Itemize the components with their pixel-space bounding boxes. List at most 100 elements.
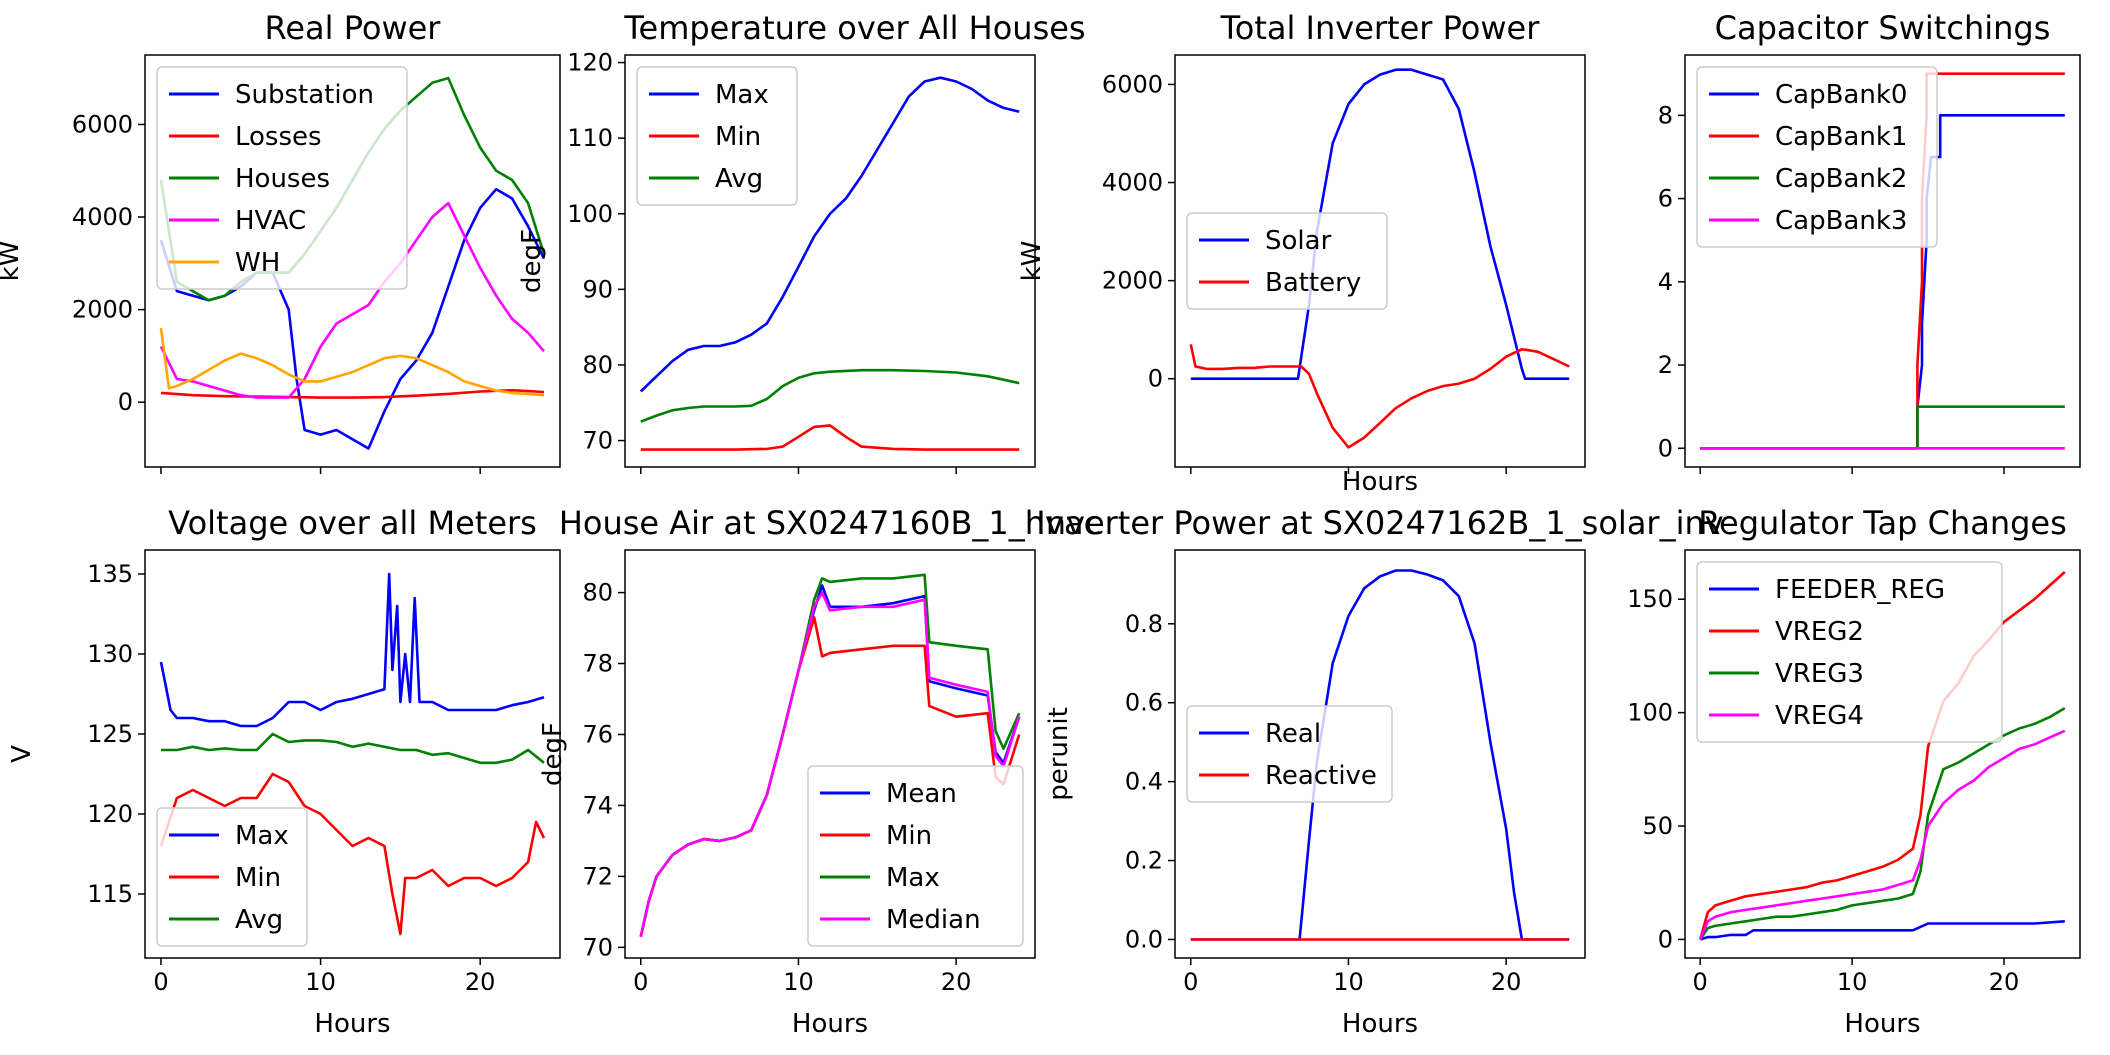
- x-tick-label: 0: [1183, 968, 1198, 996]
- y-tick-label: 2000: [72, 296, 133, 324]
- y-axis-label: kW: [0, 241, 25, 282]
- axes-frame: [144, 54, 561, 468]
- legend-label: Min: [235, 863, 281, 893]
- axes-frame: [624, 549, 1036, 959]
- x-tick-label: 10: [1837, 968, 1868, 996]
- plot-title: Capacitor Switchings: [1715, 9, 2051, 47]
- legend-label: Real: [1265, 719, 1321, 749]
- y-tick-label: 50: [1642, 812, 1673, 840]
- legend-label: Max: [715, 80, 769, 110]
- legend-label: Mean: [886, 779, 957, 809]
- y-tick-label: 115: [87, 880, 133, 908]
- legend-label: VREG2: [1775, 617, 1864, 647]
- y-tick-label: 150: [1627, 585, 1673, 613]
- plot-title: House Air at SX0247160B_1_hvac: [559, 504, 1101, 542]
- x-axis-label: Hours: [1844, 1009, 1920, 1039]
- legend-label: Min: [886, 821, 932, 851]
- x-axis-label: Hours: [1342, 1009, 1418, 1039]
- plot-title: Regulator Tap Changes: [1698, 504, 2067, 542]
- x-axis-label: Hours: [792, 1009, 868, 1039]
- series-line-capbank2: [1700, 405, 2065, 450]
- y-tick-label: 4000: [1102, 169, 1163, 197]
- x-tick-label: 20: [941, 968, 972, 996]
- subplot-5: 0 10 20 115 120 125 130 135 Voltage over all Met…: [7, 504, 561, 1039]
- y-tick-label: 0: [118, 388, 133, 416]
- y-tick-label: 130: [87, 640, 133, 668]
- y-tick-label: 70: [582, 933, 613, 961]
- axes-frame: [1174, 549, 1586, 959]
- y-tick-label: 70: [582, 427, 613, 455]
- legend-label: Houses: [235, 164, 330, 194]
- y-tick-label: 2000: [1102, 267, 1163, 295]
- y-tick-label: 125: [87, 720, 133, 748]
- legend-label: Max: [235, 821, 289, 851]
- y-tick-label: 6000: [1102, 70, 1163, 98]
- series-line-wh: [159, 327, 545, 397]
- y-axis-label: degF: [538, 722, 568, 786]
- series-line-avg: [161, 732, 545, 765]
- y-axis-label: perunit: [1044, 707, 1074, 801]
- x-tick-label: 10: [1333, 968, 1364, 996]
- x-tick-label: 0: [153, 968, 168, 996]
- y-tick-label: 0.8: [1125, 610, 1163, 638]
- series-line-vreg4: [1699, 729, 2066, 940]
- series-line-max: [159, 572, 545, 728]
- series-line-min: [640, 424, 1020, 451]
- legend-label: CapBank0: [1775, 80, 1907, 110]
- plot-title: Temperature over All Houses: [623, 9, 1085, 47]
- y-tick-label: 0.4: [1125, 768, 1163, 796]
- y-tick-label: 78: [582, 650, 613, 678]
- legend-label: Reactive: [1265, 761, 1377, 791]
- plot-title: Total Inverter Power: [1220, 9, 1541, 47]
- y-axis-label: kW: [1017, 241, 1047, 282]
- y-tick-label: 8: [1658, 101, 1673, 129]
- y-tick-label: 90: [582, 275, 613, 303]
- legend-label: CapBank2: [1775, 164, 1907, 194]
- legend-label: Min: [715, 122, 761, 152]
- legend-label: Avg: [715, 164, 763, 194]
- subplot-8: 0 10 20 0 50 100 150 Regulator Tap Changes Hours…: [1627, 504, 2081, 1039]
- y-tick-label: 80: [582, 579, 613, 607]
- legend-label: Max: [886, 863, 940, 893]
- series-line-hvac: [159, 201, 545, 399]
- y-tick-label: 4000: [72, 203, 133, 231]
- legend: Solar Battery: [1186, 212, 1388, 310]
- y-tick-label: 0: [1148, 365, 1163, 393]
- subplot-2: 70 80 90 100 110 120 Temperature over All Hous…: [517, 9, 1086, 474]
- x-axis-label: Hours: [1342, 467, 1418, 497]
- legend-box: [1186, 212, 1388, 310]
- series-line-max: [639, 76, 1020, 393]
- y-tick-label: 0.2: [1125, 847, 1163, 875]
- legend-box: [1696, 66, 1938, 248]
- legend-label: VREG3: [1775, 659, 1864, 689]
- legend-box: [636, 66, 798, 206]
- x-tick-label: 0: [1693, 968, 1708, 996]
- subplot-6: 0 10 20 70 72 74 76 78 80 House Air at SX0247160B…: [538, 504, 1101, 1039]
- legend-label: CapBank3: [1775, 206, 1907, 236]
- x-axis-label: Hours: [314, 1009, 390, 1039]
- legend-box: [1186, 705, 1393, 803]
- x-tick-label: 20: [465, 968, 496, 996]
- subplot-7: 0 10 20 0.0 0.2 0.4 0.6 0.8 Inverter Power at SX…: [1036, 504, 1723, 1039]
- subplot-3: 0 2000 4000 6000 Total Inverter Power Hours kW…: [1017, 9, 1586, 497]
- legend-label: FEEDER_REG: [1775, 575, 1945, 605]
- x-tick-label: 20: [1989, 968, 2020, 996]
- legend: Mean Min Max Median: [807, 765, 1024, 947]
- series-line-median: [639, 591, 1021, 937]
- series-line-min: [159, 772, 546, 936]
- subplot-1: 0 2000 4000 6000 Real Power kW Substation Losse…: [0, 9, 561, 474]
- y-tick-label: 6000: [72, 110, 133, 138]
- legend-label: Solar: [1265, 226, 1332, 256]
- series-line-feeder-reg: [1699, 920, 2065, 941]
- axes-frame: [624, 54, 1036, 468]
- legend-label: Losses: [235, 122, 322, 152]
- y-tick-label: 0.6: [1125, 689, 1163, 717]
- legend: Substation Losses Houses HVAC WH: [156, 66, 408, 290]
- y-axis-label: degF: [517, 229, 547, 293]
- legend-label: Median: [886, 905, 981, 935]
- legend: FEEDER_REG VREG2 VREG3 VREG4: [1696, 561, 2003, 743]
- y-tick-label: 110: [567, 124, 613, 152]
- legend: Max Min Avg: [156, 807, 308, 947]
